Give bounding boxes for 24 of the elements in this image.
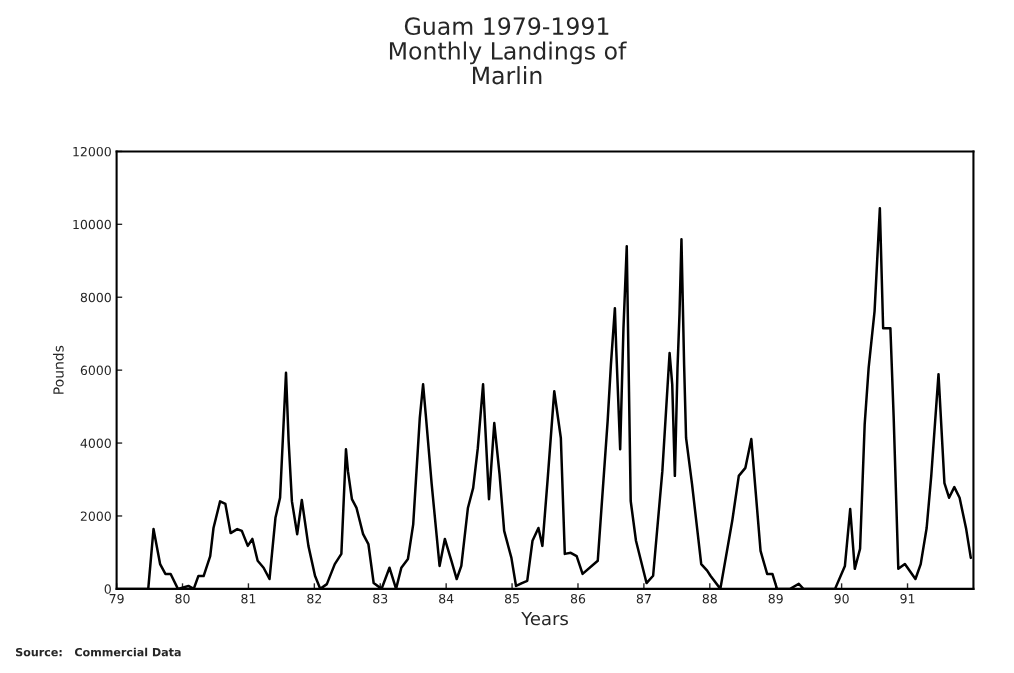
x-tick-label: 79: [109, 593, 124, 604]
x-axis-title: Years: [521, 611, 568, 626]
x-tick-label: 81: [241, 593, 256, 604]
x-tick-label: 84: [439, 593, 454, 604]
y-tick-label: 8000: [80, 292, 111, 303]
y-tick-label: 0: [104, 584, 111, 594]
y-tick-label: 12000: [73, 146, 111, 157]
x-tick-label: 90: [834, 593, 849, 604]
x-tick-label: 85: [504, 593, 519, 604]
x-tick-label: 87: [636, 593, 651, 604]
chart-title: Guam 1979-1991 Monthly Landings of Marlin: [389, 17, 627, 85]
x-tick-label: 91: [900, 593, 915, 604]
x-tick-label: 88: [702, 593, 717, 604]
source-note: Source: Commercial Data: [16, 647, 181, 657]
y-axis-title: Pounds: [52, 345, 64, 394]
y-tick-label: 2000: [80, 511, 111, 521]
x-tick-label: 83: [373, 593, 388, 604]
y-tick-label: 10000: [73, 219, 111, 230]
x-tick-label: 82: [307, 593, 322, 604]
x-tick-label: 80: [175, 593, 190, 604]
y-tick-label: 4000: [80, 438, 111, 448]
y-tick-label: 6000: [80, 365, 111, 376]
x-tick-label: 89: [768, 593, 783, 604]
x-tick-label: 86: [570, 593, 586, 604]
